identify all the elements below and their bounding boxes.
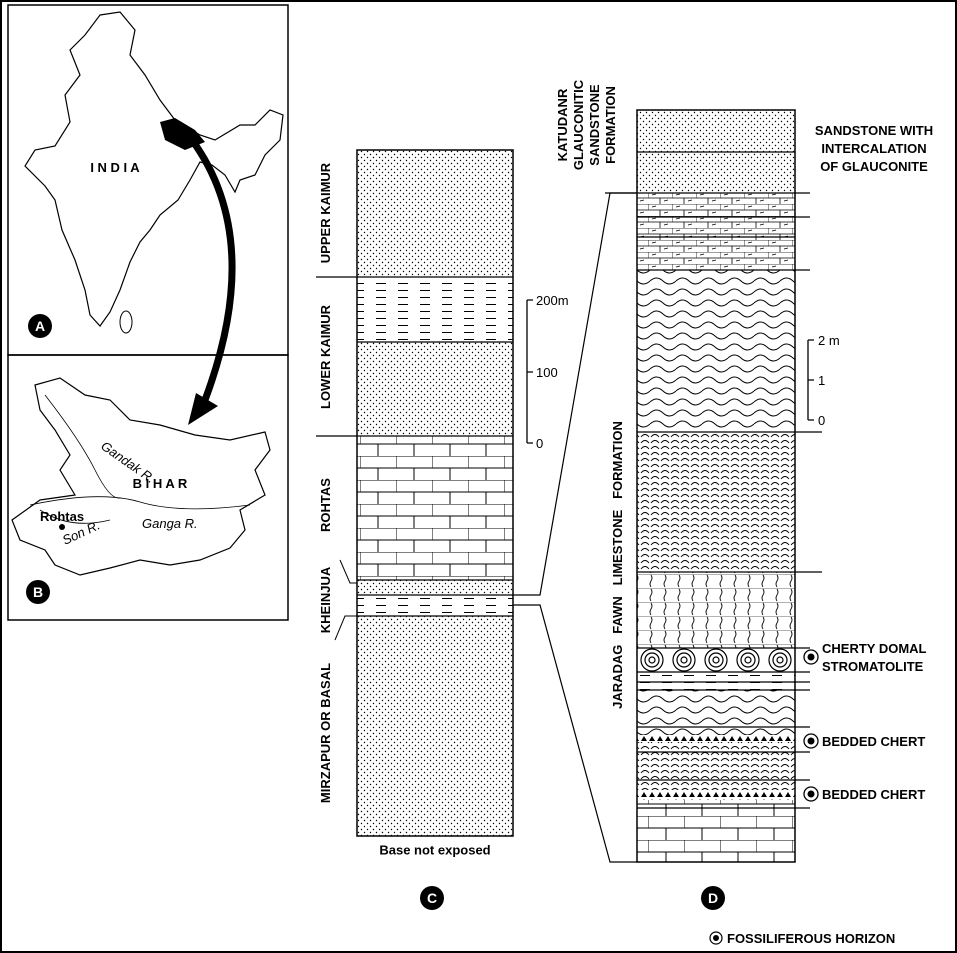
column-c [316,150,513,836]
scale-label: 0 [818,413,825,428]
formation-label: SANDSTONE [587,84,602,166]
layer-note: OF GLAUCONITE [820,159,928,174]
panel-letter: B [33,584,43,600]
layer [357,616,513,836]
unit-label: LOWER KAIMUR [318,304,333,409]
layer [357,580,513,595]
stromatolites [641,649,791,671]
base-note: Base not exposed [379,843,490,858]
town-label: Rohtas [40,509,84,524]
layer [637,790,795,800]
scale-bar [808,340,814,420]
layer-note: SANDSTONE WITH [815,123,933,138]
layer [637,735,795,742]
panel-letter: D [708,890,718,906]
legend-label: FOSSILIFEROUS HORIZON [727,931,895,946]
scale-label: 100 [536,365,558,380]
arrow [192,140,232,400]
top-formation: KATUDANR GLAUCONITIC SANDSTONE FORMATION [555,79,618,170]
formation-label: JARADAG FAWN LIMESTONE FORMATION [610,421,625,709]
layer-note: BEDDED CHERT [822,787,925,802]
layer [637,690,795,735]
formation-label: FORMATION [603,86,618,164]
arrow-head [188,393,218,425]
country-label: I N D I A [90,160,140,175]
layer [637,800,795,862]
scale-bar [527,300,533,443]
page: I N D I A A Gandak R. B I H A R Rohtas G… [0,0,957,953]
river-label: Ganga R. [142,516,198,531]
unit-label: ROHTAS [318,478,333,532]
unit-label: MIRZAPUR OR BASAL [318,663,333,803]
panel-letter: A [35,318,45,334]
layer [637,432,795,572]
unit-label: KHEINJUA [318,566,333,633]
layer-note: INTERCALATION [821,141,926,156]
india-outline [25,12,283,326]
column-d [605,110,822,862]
formation-label: GLAUCONITIC [571,79,586,170]
figure: I N D I A A Gandak R. B I H A R Rohtas G… [0,0,957,953]
layer [637,193,795,270]
layer [357,277,513,342]
layer-note: BEDDED CHERT [822,734,925,749]
layer [357,595,513,616]
layer [637,742,795,790]
layer-note: STROMATOLITE [822,659,924,674]
state-label: B I H A R [133,476,188,491]
scale-label: 200m [536,293,569,308]
layer [637,672,795,690]
scale-label: 1 [818,373,825,388]
layer [637,270,795,432]
scale-label: 2 m [818,333,840,348]
layer [357,150,513,277]
sri-lanka [120,311,132,333]
scale-label: 0 [536,436,543,451]
formation-label: KATUDANR [555,88,570,161]
panel-letter: C [427,890,437,906]
unit-leaders [335,560,357,640]
town-dot [59,524,65,530]
unit-label: UPPER KAIMUR [318,162,333,263]
layer [357,342,513,436]
layer [637,572,795,648]
layer-note: CHERTY DOMAL [822,641,927,656]
layer [357,436,513,580]
